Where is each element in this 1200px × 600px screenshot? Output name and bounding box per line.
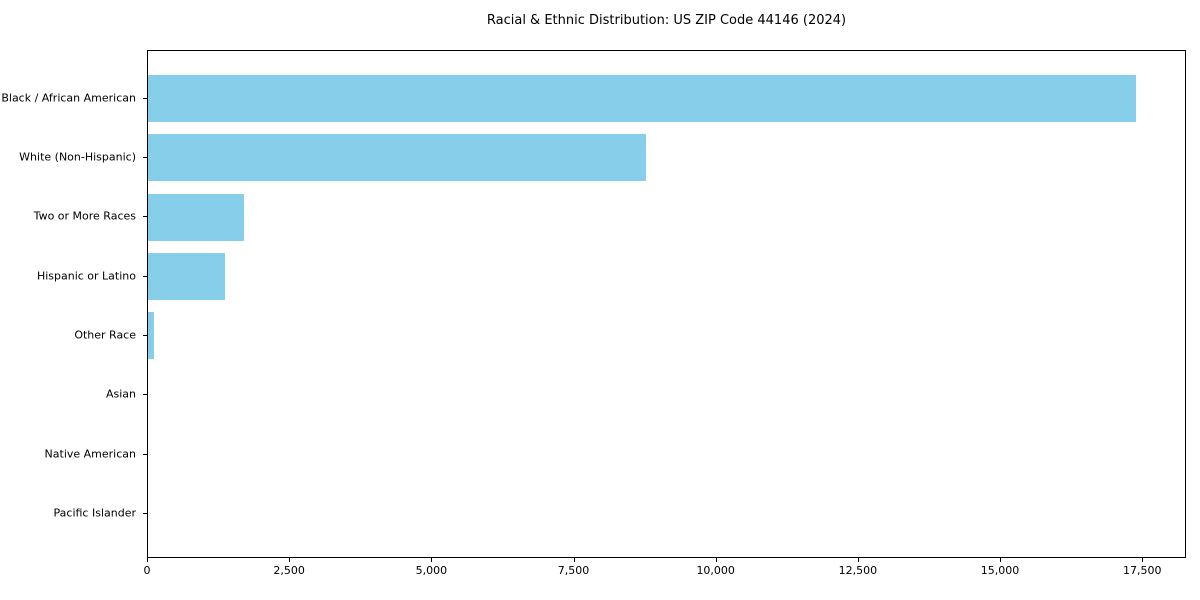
bar bbox=[148, 253, 225, 301]
y-tick-label: Asian bbox=[105, 387, 136, 401]
plot-area bbox=[147, 50, 1186, 558]
x-tick-label: 15,000 bbox=[980, 564, 1020, 577]
bar bbox=[148, 193, 245, 241]
x-tick-label: 7,500 bbox=[557, 564, 590, 577]
x-tick-mark bbox=[857, 558, 859, 562]
y-tick-mark bbox=[143, 513, 147, 515]
y-tick-label: White (Non-Hispanic) bbox=[19, 150, 136, 164]
x-tick-label: 2,500 bbox=[273, 564, 305, 577]
y-tick-label: Other Race bbox=[74, 328, 136, 342]
bar bbox=[148, 134, 647, 182]
chart-title: Racial & Ethnic Distribution: US ZIP Cod… bbox=[486, 13, 847, 28]
y-tick-mark bbox=[143, 156, 147, 158]
x-tick-label: 12,500 bbox=[838, 564, 878, 577]
bar bbox=[148, 312, 154, 360]
y-tick-label: Two or More Races bbox=[33, 209, 136, 223]
x-tick-mark bbox=[715, 558, 717, 562]
y-tick-label: Native American bbox=[44, 447, 136, 461]
y-tick-label: Pacific Islander bbox=[53, 506, 136, 520]
x-tick-label: 5,000 bbox=[415, 564, 448, 577]
y-tick-mark bbox=[143, 275, 147, 277]
x-tick-label: 0 bbox=[143, 564, 151, 577]
y-tick-label: Black / African American bbox=[1, 91, 136, 104]
x-tick-mark bbox=[573, 558, 575, 562]
y-tick-mark bbox=[143, 97, 147, 99]
x-tick-label: 17,500 bbox=[1122, 564, 1162, 577]
x-tick-mark bbox=[1142, 558, 1144, 562]
x-tick-mark bbox=[1000, 558, 1002, 562]
x-tick-label: 10,000 bbox=[696, 564, 735, 577]
x-tick-mark bbox=[431, 558, 433, 562]
y-tick-mark bbox=[143, 334, 147, 336]
bar bbox=[148, 75, 1136, 122]
y-tick-mark bbox=[143, 394, 147, 396]
x-tick-mark bbox=[289, 558, 291, 562]
y-tick-mark bbox=[143, 216, 147, 218]
x-tick-mark bbox=[147, 558, 148, 562]
y-tick-label: Hispanic or Latino bbox=[36, 269, 136, 283]
y-tick-mark bbox=[143, 453, 147, 455]
